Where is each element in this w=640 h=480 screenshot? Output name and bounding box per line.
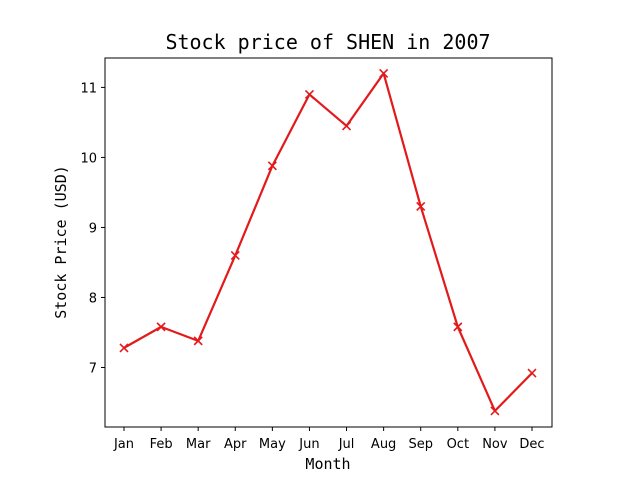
data-point-marker — [304, 89, 315, 99]
x-tick-label: Jun — [298, 437, 319, 452]
x-tick-label: Jul — [338, 437, 355, 452]
x-axis: Jan Feb Mar Apr May Jun Jul Aug Sep Oct Nov Dec — [113, 427, 545, 452]
x-tick-label: Jan — [113, 437, 134, 452]
data-point-marker — [416, 201, 426, 212]
y-axis-label: Stock Price (USD) — [52, 165, 70, 319]
data-point-marker — [341, 121, 352, 131]
x-tick-label: Dec — [519, 437, 544, 452]
data-point-marker — [193, 336, 203, 346]
series-line — [123, 72, 533, 412]
x-tick-label: Sep — [408, 437, 433, 452]
data-point-marker — [230, 250, 240, 261]
x-tick-label: Nov — [482, 437, 508, 452]
x-tick-label: Oct — [447, 437, 469, 452]
data-point-marker — [119, 343, 129, 353]
data-point-marker — [527, 368, 537, 378]
data-point-marker — [453, 322, 463, 332]
y-tick-label: 9 — [89, 221, 97, 236]
y-tick-label: 7 — [89, 361, 97, 376]
y-tick-label: 8 — [89, 291, 97, 306]
y-axis: 7 8 9 10 11 — [80, 81, 105, 376]
y-tick-label: 10 — [80, 151, 97, 166]
data-point-marker — [156, 322, 166, 332]
plot-frame — [104, 57, 553, 428]
x-tick-label: May — [259, 437, 286, 452]
data-point-marker — [490, 406, 500, 416]
x-tick-label: Feb — [150, 437, 173, 452]
series-layer — [119, 68, 537, 416]
data-point-marker — [267, 161, 277, 171]
data-point-marker — [379, 68, 389, 78]
x-tick-label: Mar — [186, 437, 211, 452]
x-tick-label: Apr — [224, 437, 247, 452]
y-tick-label: 11 — [80, 81, 97, 96]
x-tick-label: Aug — [371, 437, 396, 452]
x-axis-label: Month — [305, 455, 350, 473]
chart-title: Stock price of SHEN in 2007 — [165, 30, 490, 54]
